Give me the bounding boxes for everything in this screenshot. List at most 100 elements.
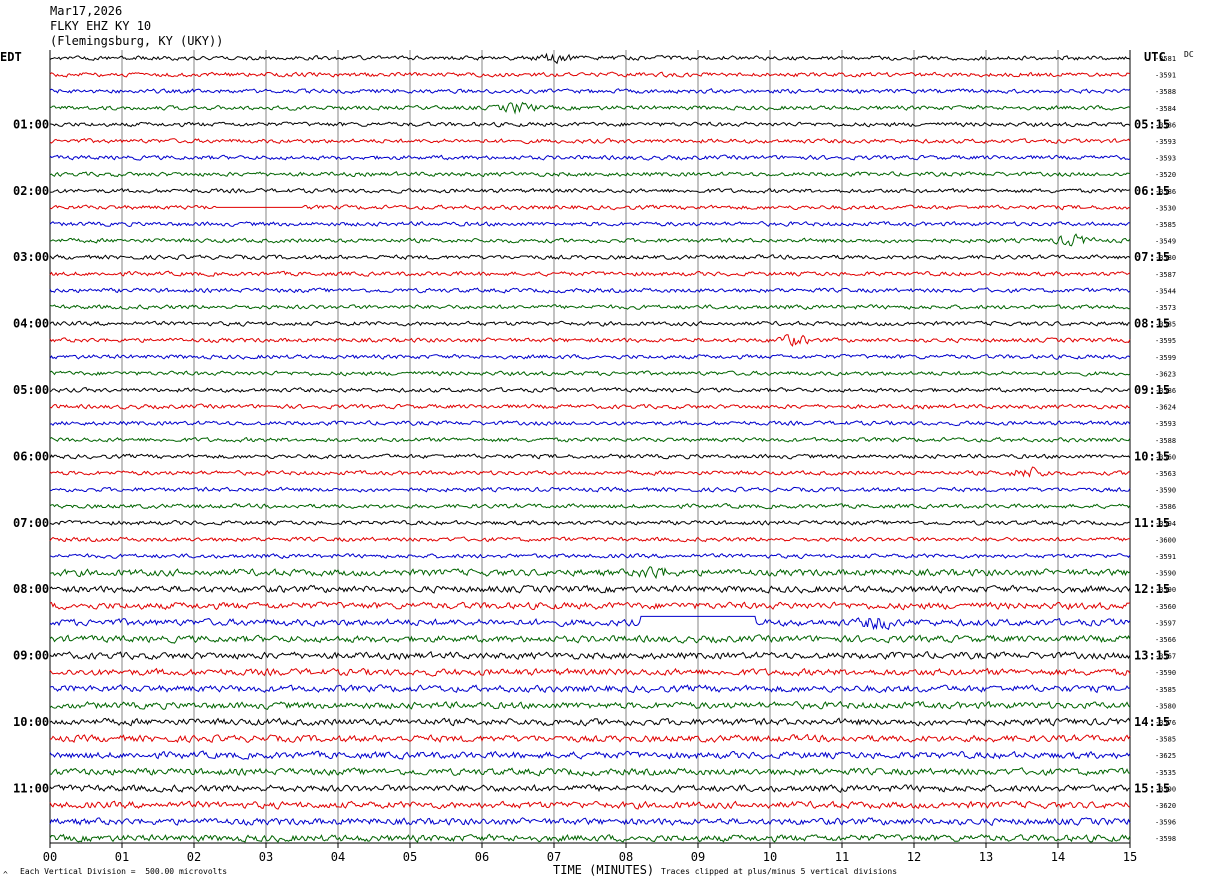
header-station: FLKY EHZ KY 10 bbox=[50, 19, 152, 33]
right-hour-label: 07:15 bbox=[1134, 250, 1170, 264]
x-tick-label: 09 bbox=[691, 850, 705, 864]
trace-offset-label: -3597 bbox=[1155, 619, 1176, 627]
trace-13 bbox=[49, 270, 1131, 277]
trace-9 bbox=[49, 204, 1131, 211]
trace-offset-label: -3590 bbox=[1155, 586, 1176, 594]
x-tick-label: 03 bbox=[259, 850, 273, 864]
trace-2 bbox=[49, 88, 1131, 95]
trace-41 bbox=[49, 733, 1131, 744]
trace-29 bbox=[49, 536, 1131, 543]
trace-offset-label: -3567 bbox=[1155, 653, 1176, 661]
trace-14 bbox=[49, 287, 1131, 294]
right-hour-label: 12:15 bbox=[1134, 582, 1170, 596]
clip-note: Traces clipped at plus/minus 5 vertical … bbox=[661, 867, 898, 876]
right-hour-label: 06:15 bbox=[1134, 184, 1170, 198]
trace-46 bbox=[49, 817, 1131, 827]
trace-37 bbox=[49, 667, 1131, 677]
right-hour-label: 14:15 bbox=[1134, 715, 1170, 729]
x-tick-label: 14 bbox=[1051, 850, 1065, 864]
x-tick-label: 11 bbox=[835, 850, 849, 864]
trace-19 bbox=[49, 370, 1131, 377]
trace-34 bbox=[49, 615, 1131, 631]
trace-offset-label: -3594 bbox=[1155, 520, 1176, 528]
trace-5 bbox=[49, 137, 1131, 145]
trace-45 bbox=[49, 800, 1131, 810]
trace-offset-label: -3560 bbox=[1155, 603, 1176, 611]
trace-offset-label: -3590 bbox=[1155, 570, 1176, 578]
trace-32 bbox=[49, 584, 1131, 594]
left-hour-label: 02:00 bbox=[13, 184, 49, 198]
trace-offset-label: -3591 bbox=[1155, 553, 1176, 561]
trace-offset-label: -3587 bbox=[1155, 271, 1176, 279]
trace-44 bbox=[49, 784, 1131, 794]
trace-7 bbox=[49, 171, 1131, 178]
trace-offset-label: -3549 bbox=[1155, 238, 1176, 246]
trace-offset-label: -3573 bbox=[1155, 304, 1176, 312]
trace-offset-label: -3520 bbox=[1155, 171, 1176, 179]
trace-offset-label: -3625 bbox=[1155, 752, 1176, 760]
trace-25 bbox=[49, 466, 1131, 478]
corner-label: DC bbox=[1184, 50, 1194, 59]
trace-offset-label: -3585 bbox=[1155, 221, 1176, 229]
left-timezone-label: EDT bbox=[0, 50, 22, 64]
x-tick-label: 15 bbox=[1123, 850, 1137, 864]
trace-offset-label: -3563 bbox=[1155, 470, 1176, 478]
trace-offset-label: -3600 bbox=[1155, 536, 1176, 544]
trace-20 bbox=[49, 386, 1131, 394]
trace-47 bbox=[49, 833, 1131, 843]
x-tick-label: 07 bbox=[547, 850, 561, 864]
trace-offset-label: -3581 bbox=[1155, 55, 1176, 63]
right-hour-label: 09:15 bbox=[1134, 383, 1170, 397]
x-axis-label: TIME (MINUTES) bbox=[553, 863, 655, 877]
trace-offset-label: -3580 bbox=[1155, 702, 1176, 710]
trace-offset-label: -3593 bbox=[1155, 155, 1176, 163]
trace-offset-label: -3585 bbox=[1155, 736, 1176, 744]
trace-21 bbox=[49, 403, 1131, 410]
trace-12 bbox=[49, 254, 1131, 261]
x-tick-label: 04 bbox=[331, 850, 345, 864]
right-hour-label: 10:15 bbox=[1134, 449, 1170, 463]
trace-0 bbox=[49, 52, 1131, 65]
footer-corner-mark: ^ bbox=[3, 870, 8, 879]
trace-offset-label: -3530 bbox=[1155, 204, 1176, 212]
trace-offset-label: -3595 bbox=[1155, 337, 1176, 345]
trace-offset-label: -3586 bbox=[1155, 387, 1176, 395]
x-tick-label: 08 bbox=[619, 850, 633, 864]
left-hour-label: 06:00 bbox=[13, 449, 49, 463]
trace-offset-label: -3593 bbox=[1155, 138, 1176, 146]
trace-40 bbox=[49, 717, 1131, 727]
trace-36 bbox=[49, 650, 1131, 661]
x-tick-label: 10 bbox=[763, 850, 777, 864]
trace-8 bbox=[49, 187, 1131, 194]
trace-24 bbox=[49, 453, 1131, 460]
trace-offset-label: -3590 bbox=[1155, 487, 1176, 495]
left-hour-label: 08:00 bbox=[13, 582, 49, 596]
trace-10 bbox=[49, 220, 1130, 228]
x-tick-label: 12 bbox=[907, 850, 921, 864]
trace-43 bbox=[49, 767, 1131, 777]
left-hour-label: 07:00 bbox=[13, 516, 49, 530]
trace-offset-label: -3586 bbox=[1155, 503, 1176, 511]
trace-offset-label: -3560 bbox=[1155, 453, 1176, 461]
trace-offset-label: -3586 bbox=[1155, 121, 1176, 129]
header-date: Mar17,2026 bbox=[50, 4, 123, 18]
trace-offset-label: -3585 bbox=[1155, 321, 1176, 329]
trace-offset-label: -3623 bbox=[1155, 370, 1176, 378]
trace-offset-label: -3593 bbox=[1155, 420, 1176, 428]
trace-11 bbox=[49, 233, 1131, 247]
x-tick-label: 01 bbox=[115, 850, 129, 864]
x-tick-label: 05 bbox=[403, 850, 417, 864]
right-hour-label: 15:15 bbox=[1134, 781, 1170, 795]
trace-offset-label: -3544 bbox=[1155, 287, 1176, 295]
right-hour-label: 08:15 bbox=[1134, 317, 1170, 331]
trace-offset-label: -3596 bbox=[1155, 819, 1176, 827]
left-hour-label: 05:00 bbox=[13, 383, 49, 397]
x-tick-label: 13 bbox=[979, 850, 993, 864]
trace-3 bbox=[49, 101, 1131, 115]
right-hour-label: 13:15 bbox=[1134, 649, 1170, 663]
trace-offset-label: -3588 bbox=[1155, 437, 1176, 445]
trace-31 bbox=[49, 566, 1131, 580]
trace-6 bbox=[49, 154, 1131, 161]
left-hour-label: 01:00 bbox=[13, 117, 49, 131]
trace-15 bbox=[49, 304, 1131, 311]
